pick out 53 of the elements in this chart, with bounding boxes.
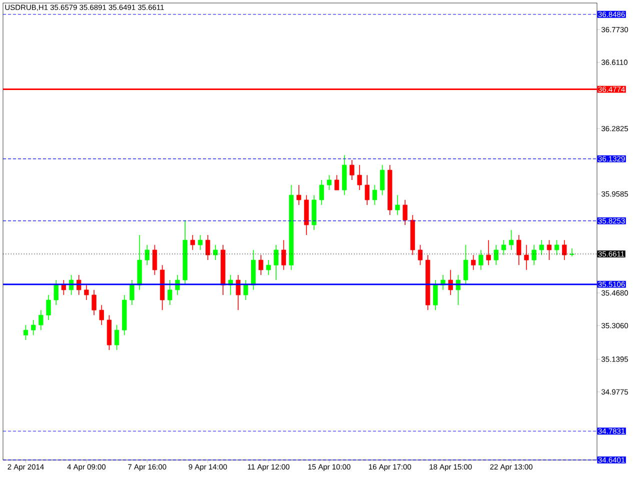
candlestick <box>114 324 120 350</box>
candlestick <box>236 274 240 310</box>
candlestick <box>494 244 498 266</box>
candlestick <box>38 310 44 330</box>
candlestick <box>31 320 36 336</box>
candlestick <box>266 260 271 276</box>
candlestick <box>190 234 195 250</box>
candlestick <box>243 280 248 300</box>
candlestick <box>61 280 66 296</box>
candlestick <box>92 290 96 316</box>
candlestick <box>478 250 484 270</box>
candlestick <box>570 248 574 257</box>
candlestick <box>402 200 408 226</box>
candlestick <box>554 240 560 256</box>
candlestick <box>357 164 362 190</box>
candlestick <box>319 180 324 206</box>
candlestick <box>84 284 89 300</box>
candlestick <box>198 234 203 250</box>
candlestick <box>372 184 378 206</box>
candlestick <box>433 280 438 310</box>
candlestick <box>463 244 468 286</box>
candlestick <box>532 244 536 266</box>
candlestick <box>501 240 506 256</box>
candlestick <box>395 194 400 216</box>
candlestick <box>508 230 514 250</box>
candlestick <box>546 240 552 260</box>
candlestick <box>168 280 172 306</box>
candlestick <box>418 244 423 266</box>
candlestick <box>516 234 522 266</box>
candlestick <box>274 244 278 280</box>
candlestick <box>326 174 332 190</box>
candlestick <box>130 280 134 306</box>
candlestick <box>23 324 28 340</box>
candlestick <box>334 174 340 190</box>
candlestick <box>46 294 51 320</box>
candlestick <box>258 254 264 276</box>
candlestick <box>456 274 460 306</box>
candlestick <box>206 234 210 260</box>
candlestick <box>471 254 476 270</box>
candlestick <box>350 160 354 180</box>
candlestick <box>364 174 370 206</box>
candlestick <box>281 240 286 270</box>
candlestick <box>99 304 104 326</box>
candlestick <box>54 280 58 306</box>
candlestick <box>152 244 158 276</box>
candlestick <box>486 240 491 266</box>
candlestick <box>296 184 302 206</box>
candlestick <box>524 244 529 270</box>
candlestick <box>562 240 567 260</box>
candlestick <box>380 164 385 196</box>
candlestick <box>539 240 544 256</box>
candlestick <box>144 244 150 266</box>
candlestick <box>213 244 218 260</box>
